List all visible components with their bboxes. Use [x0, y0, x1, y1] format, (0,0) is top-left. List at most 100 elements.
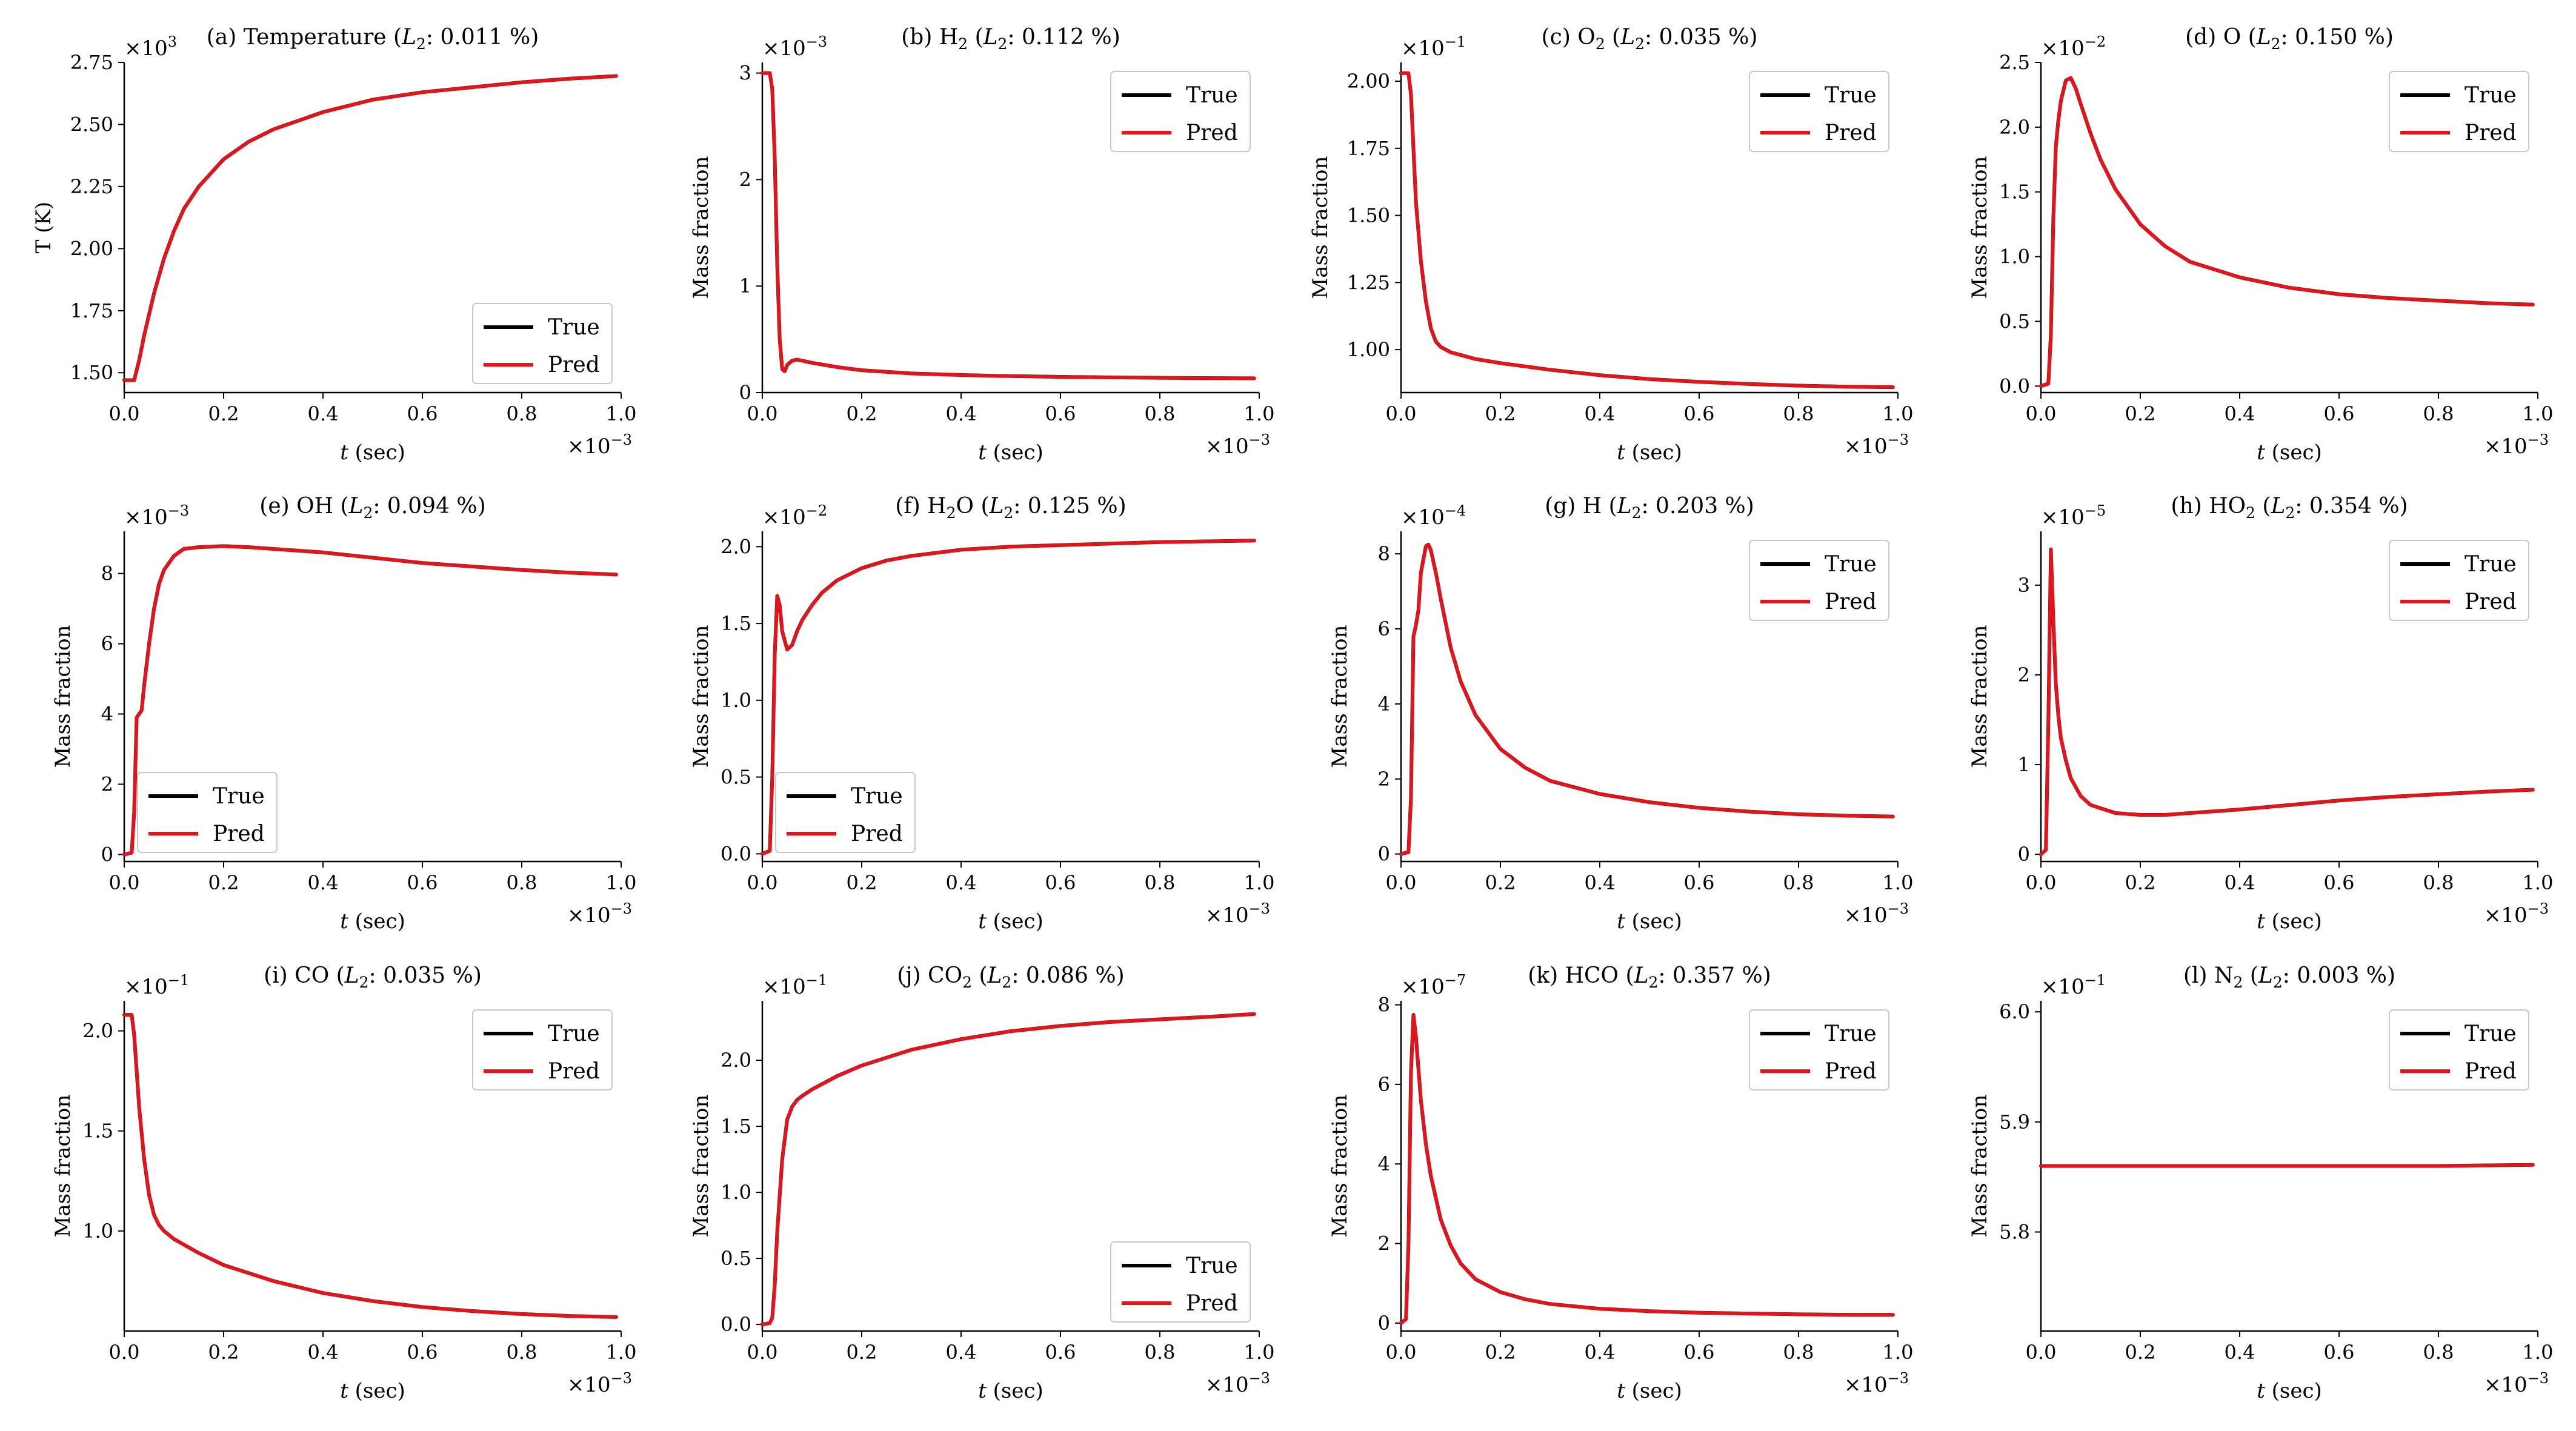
y-tick-label: 1: [739, 274, 751, 297]
y-axis-label: T (K): [32, 202, 56, 253]
series-line-pred: [760, 539, 1256, 856]
x-tick-label: 0.6: [407, 1341, 438, 1364]
y-tick-label: 2: [1378, 768, 1390, 791]
y-axis-label: Mass fraction: [1328, 625, 1352, 768]
x-tick-label: 0.8: [2423, 402, 2454, 425]
panel-title: (e) OH (L2: 0.094 %): [259, 494, 485, 522]
x-tick-label: 0.4: [308, 871, 339, 894]
x-tick-label: 0.4: [308, 402, 339, 425]
y-tick-label: 1.00: [1347, 338, 1390, 361]
x-tick-label: 0.8: [1145, 871, 1176, 894]
x-tick-label: 1.0: [1883, 1341, 1914, 1364]
y-tick-label: 1.5: [721, 612, 751, 635]
y-axis-label: Mass fraction: [51, 625, 75, 768]
x-tick-label: 0.0: [747, 871, 778, 894]
y-tick-label: 2.5: [1999, 51, 2030, 74]
panel-title: (k) HCO (L2: 0.357 %): [1528, 963, 1771, 991]
x-tick-label: 0.0: [2026, 1341, 2057, 1364]
y-tick-label: 0.5: [1999, 310, 2030, 333]
x-tick-label: 0.4: [946, 871, 977, 894]
x-multiplier: ×10−3: [1205, 431, 1270, 459]
x-tick-label: 0.2: [1485, 871, 1516, 894]
panel-j: 0.0 0.2 0.4 0.6 0.8 1.0 0.0 0.5 1.0 1.5 2.0 ×10−1 ×1…: [689, 963, 1274, 1403]
x-multiplier: ×10−3: [567, 900, 632, 928]
x-tick-label: 0.2: [847, 871, 877, 894]
x-tick-label: 0.6: [1684, 871, 1715, 894]
y-multiplier: ×103: [124, 33, 177, 61]
y-multiplier: ×10−2: [762, 502, 827, 530]
x-tick-label: 0.6: [1045, 871, 1076, 894]
y-axis-label: Mass fraction: [1968, 625, 1992, 768]
x-tick-label: 0.6: [2324, 1341, 2355, 1364]
x-multiplier: ×10−3: [567, 1370, 632, 1397]
y-tick-label: 0: [101, 843, 113, 866]
x-tick-label: 0.6: [407, 402, 438, 425]
x-tick-label: 0.8: [1783, 402, 1814, 425]
x-tick-label: 1.0: [606, 1341, 637, 1364]
y-multiplier: ×10−7: [1401, 972, 1466, 999]
legend-label-pred: Pred: [851, 822, 903, 846]
x-tick-label: 0.6: [407, 871, 438, 894]
series-line-pred: [2039, 547, 2535, 856]
legend-label-true: True: [1186, 1253, 1238, 1278]
x-tick-label: 0.2: [208, 871, 239, 894]
x-tick-label: 0.8: [507, 871, 537, 894]
x-tick-label: 0.0: [109, 871, 140, 894]
x-tick-label: 0.4: [2225, 871, 2255, 894]
x-tick-label: 0.2: [2125, 871, 2156, 894]
y-multiplier: ×10−5: [2041, 502, 2106, 530]
y-multiplier: ×10−1: [2041, 972, 2106, 999]
y-tick-label: 1.0: [721, 1181, 751, 1204]
x-tick-label: 1.0: [1244, 402, 1275, 425]
x-tick-label: 0.8: [1145, 402, 1176, 425]
panel-g: 0.0 0.2 0.4 0.6 0.8 1.0 0 2 4 6 8 ×10−4 ×10−3 t (sec)…: [1328, 494, 1913, 934]
y-tick-label: 1.50: [70, 361, 113, 384]
y-tick-label: 4: [101, 702, 113, 725]
x-tick-label: 1.0: [606, 871, 637, 894]
y-tick-label: 2.00: [1347, 70, 1390, 93]
legend-label-true: True: [1825, 1021, 1877, 1046]
legend-label-pred: Pred: [1825, 589, 1877, 614]
y-tick-label: 0.0: [721, 842, 751, 865]
x-multiplier: ×10−3: [2484, 900, 2549, 928]
x-tick-label: 1.0: [606, 402, 637, 425]
legend-label-pred: Pred: [1825, 1059, 1877, 1084]
y-tick-label: 6.0: [1999, 1000, 2030, 1023]
y-tick-label: 0: [739, 381, 751, 404]
panel-l: 0.0 0.2 0.4 0.6 0.8 1.0 5.8 5.9 6.0 ×10−1 ×10−3 t (…: [1968, 963, 2553, 1403]
y-tick-label: 2.25: [70, 175, 113, 198]
legend: True Pred: [775, 772, 916, 853]
y-tick-label: 0.0: [721, 1313, 751, 1336]
legend-label-true: True: [2465, 1021, 2517, 1046]
y-tick-label: 3: [739, 62, 751, 85]
x-tick-label: 0.4: [946, 1341, 977, 1364]
x-tick-label: 0.2: [208, 1341, 239, 1364]
legend-label-pred: Pred: [213, 822, 265, 846]
legend-label-pred: Pred: [2465, 121, 2517, 145]
x-axis-label: t (sec): [1617, 1379, 1682, 1403]
x-tick-label: 0.0: [109, 1341, 140, 1364]
series-line-pred: [122, 544, 618, 857]
panel-title: (f) H2O (L2: 0.125 %): [895, 494, 1126, 522]
y-tick-label: 1.75: [70, 299, 113, 322]
y-axis-label: Mass fraction: [689, 625, 713, 768]
x-axis-label: t (sec): [340, 1379, 405, 1403]
y-tick-label: 0.5: [721, 766, 751, 789]
x-tick-label: 0.8: [2423, 1341, 2454, 1364]
y-tick-label: 0: [1378, 1312, 1390, 1335]
y-tick-label: 2.75: [70, 51, 113, 74]
x-tick-label: 0.2: [1485, 1341, 1516, 1364]
y-tick-label: 2.00: [70, 237, 113, 260]
legend-label-pred: Pred: [548, 1059, 600, 1084]
series-line-pred: [760, 1012, 1256, 1326]
y-tick-label: 2: [101, 772, 113, 795]
y-tick-label: 1.0: [721, 689, 751, 712]
y-tick-label: 6: [1378, 1073, 1390, 1096]
x-tick-label: 0.8: [507, 402, 537, 425]
y-tick-label: 0: [1378, 843, 1390, 866]
legend: True Pred: [2389, 71, 2529, 152]
y-tick-label: 1.0: [82, 1220, 113, 1243]
x-axis-label: t (sec): [340, 440, 405, 465]
y-tick-label: 6: [1378, 617, 1390, 640]
